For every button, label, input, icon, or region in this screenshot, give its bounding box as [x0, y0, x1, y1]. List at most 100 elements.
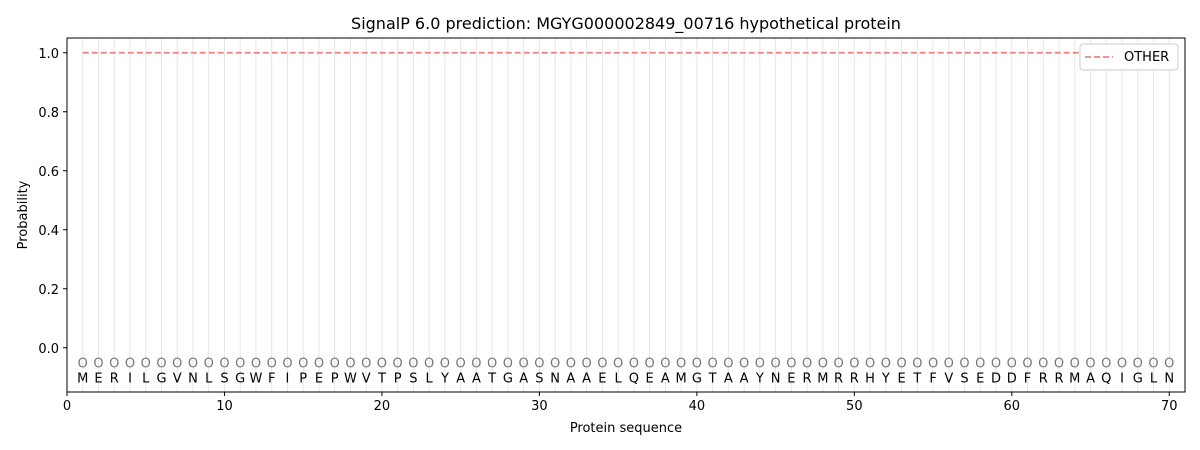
prediction-label: O	[1022, 357, 1032, 372]
residue-label: L	[615, 371, 623, 386]
residue-label: M	[1069, 371, 1080, 386]
prediction-label: O	[78, 357, 88, 372]
residue-label: E	[94, 371, 102, 386]
residue-label: T	[912, 371, 921, 386]
residue-label: S	[960, 371, 968, 386]
residue-label: G	[156, 371, 166, 386]
prediction-label: O	[408, 357, 418, 372]
prediction-label: O	[660, 357, 670, 372]
residue-label: I	[286, 371, 290, 386]
residue-label: D	[991, 371, 1001, 386]
residue-label: N	[1164, 371, 1174, 386]
residue-label: A	[661, 371, 670, 386]
residue-label: V	[173, 371, 182, 386]
y-tick-label: 0.8	[38, 106, 59, 121]
residue-label: N	[771, 371, 781, 386]
plot-frame	[66, 37, 1186, 393]
x-axis-label: Protein sequence	[570, 421, 682, 436]
prediction-label: O	[314, 357, 324, 372]
legend-label-other: OTHER	[1124, 50, 1169, 65]
prediction-label: O	[676, 357, 686, 372]
prediction-label: O	[597, 357, 607, 372]
residue-label: M	[676, 371, 687, 386]
residue-label: P	[299, 371, 307, 386]
residue-label: Y	[440, 371, 449, 386]
prediction-label: O	[755, 357, 765, 372]
prediction-label: O	[298, 357, 308, 372]
residue-label: T	[377, 371, 386, 386]
residue-label: P	[331, 371, 339, 386]
residue-label: R	[110, 371, 119, 386]
prediction-label: O	[125, 357, 135, 372]
prediction-label: O	[172, 357, 182, 372]
residue-label: I	[1120, 371, 1124, 386]
residue-label: Q	[629, 371, 639, 386]
prediction-label: O	[330, 357, 340, 372]
residue-label: A	[740, 371, 749, 386]
residue-label: Y	[881, 371, 890, 386]
residue-label: G	[235, 371, 245, 386]
residue-label: M	[817, 371, 828, 386]
residue-label: E	[646, 371, 654, 386]
y-tick-label: 0.4	[38, 224, 59, 239]
prediction-label: O	[141, 357, 151, 372]
residue-label: A	[519, 371, 528, 386]
prediction-label: O	[959, 357, 969, 372]
residue-label: G	[692, 371, 702, 386]
residue-label: F	[268, 371, 275, 386]
prediction-label: O	[93, 357, 103, 372]
prediction-label: O	[786, 357, 796, 372]
residue-label: A	[472, 371, 481, 386]
residue-label: A	[582, 371, 591, 386]
residue-label: R	[834, 371, 843, 386]
prediction-label: O	[991, 357, 1001, 372]
residue-label: L	[1150, 371, 1158, 386]
residue-label: Q	[1101, 371, 1111, 386]
prediction-label: O	[267, 357, 277, 372]
residue-label: T	[487, 371, 496, 386]
residue-label: N	[188, 371, 198, 386]
prediction-label: O	[235, 357, 245, 372]
residue-label: G	[503, 371, 513, 386]
y-tick-label: 0.6	[38, 165, 59, 180]
prediction-label: O	[156, 357, 166, 372]
x-tick-label: 20	[374, 399, 391, 414]
residue-label: A	[456, 371, 465, 386]
prediction-label: O	[707, 357, 717, 372]
residue-label: S	[220, 371, 228, 386]
prediction-label: O	[456, 357, 466, 372]
prediction-label: O	[534, 357, 544, 372]
residue-label: T	[708, 371, 717, 386]
prediction-label: O	[645, 357, 655, 372]
residue-label: W	[250, 371, 263, 386]
residue-label: A	[724, 371, 733, 386]
residue-label: S	[535, 371, 543, 386]
prediction-label: O	[629, 357, 639, 372]
prediction-label: O	[1164, 357, 1174, 372]
prediction-label: O	[424, 357, 434, 372]
prediction-label: O	[550, 357, 560, 372]
residue-label: L	[205, 371, 213, 386]
prediction-label: O	[1070, 357, 1080, 372]
prediction-label: O	[770, 357, 780, 372]
prediction-label: O	[566, 357, 576, 372]
prediction-label: O	[975, 357, 985, 372]
x-tick-label: 40	[689, 399, 706, 414]
residue-label: L	[142, 371, 150, 386]
residue-label: V	[944, 371, 953, 386]
prediction-label: O	[912, 357, 922, 372]
y-axis-label: Probability	[16, 180, 31, 249]
prediction-label: O	[377, 357, 387, 372]
residue-label: F	[929, 371, 936, 386]
residue-label: V	[362, 371, 371, 386]
residue-label: M	[77, 371, 88, 386]
prediction-label: O	[1007, 357, 1017, 372]
x-tick-label: 10	[216, 399, 233, 414]
residue-label: A	[566, 371, 575, 386]
prediction-label: O	[1101, 357, 1111, 372]
residue-label: S	[409, 371, 417, 386]
prediction-label: O	[818, 357, 828, 372]
prediction-label: O	[393, 357, 403, 372]
prediction-label: O	[345, 357, 355, 372]
